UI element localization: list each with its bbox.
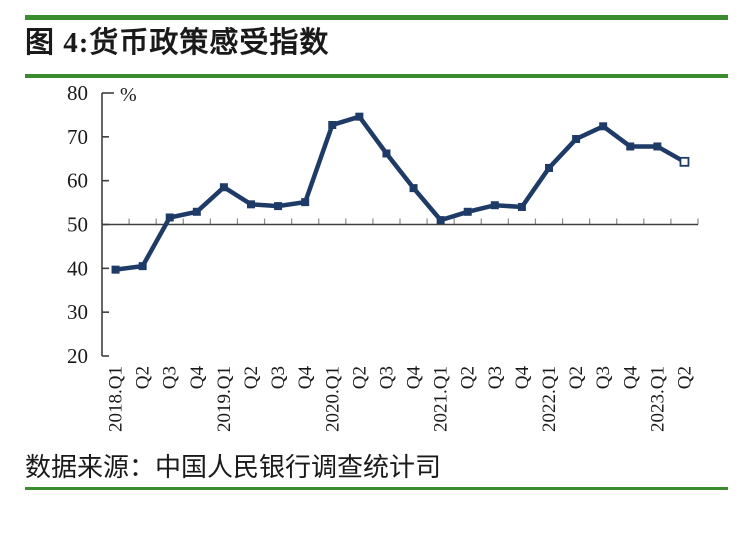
x-axis-label: Q2	[133, 366, 154, 389]
x-axis-label: 2022.Q1	[539, 366, 560, 432]
data-source-note: 数据来源：中国人民银行调查统计司	[25, 453, 442, 482]
data-point-marker	[111, 265, 120, 274]
data-point-marker	[436, 216, 445, 225]
x-axis-label: Q4	[620, 366, 641, 390]
data-point-marker	[463, 207, 472, 216]
data-point-marker	[192, 207, 201, 216]
x-axis-label: Q2	[241, 366, 262, 389]
title-divider	[25, 74, 728, 78]
x-axis-label: Q2	[566, 366, 587, 389]
x-axis-label: Q3	[485, 366, 506, 389]
y-axis-label: 30	[67, 300, 88, 324]
y-axis-label: 70	[67, 125, 88, 149]
y-axis-label: 40	[67, 256, 88, 280]
x-axis-label: Q2	[674, 366, 695, 389]
data-point-marker	[219, 183, 228, 192]
data-point-marker	[626, 142, 635, 151]
data-point-marker	[517, 202, 526, 211]
data-point-marker	[545, 163, 553, 172]
x-axis-label: 2020.Q1	[322, 366, 343, 432]
x-axis-label: Q2	[349, 366, 370, 389]
data-point-marker	[165, 213, 174, 222]
x-axis-label: Q3	[160, 366, 181, 389]
x-axis-label: 2019.Q1	[214, 366, 235, 432]
data-point-marker	[490, 201, 499, 210]
top-divider	[25, 15, 728, 20]
x-axis-label: Q3	[376, 366, 397, 389]
x-axis-label: Q4	[404, 366, 425, 390]
x-axis-label: Q3	[268, 366, 289, 389]
data-point-marker	[274, 202, 283, 211]
y-axis-label: 60	[67, 169, 88, 193]
series-line	[115, 114, 686, 272]
data-point-marker	[382, 149, 391, 158]
data-point-marker	[355, 112, 364, 121]
data-point-marker	[679, 156, 690, 167]
data-point-marker	[301, 198, 310, 207]
data-point-marker	[653, 142, 662, 151]
data-point-marker	[409, 184, 418, 193]
data-point-marker	[328, 120, 337, 129]
x-axis-label: Q4	[295, 366, 316, 390]
y-axis-label: 50	[67, 213, 88, 237]
figure-title: 图 4:货币政策感受指数	[25, 27, 330, 59]
data-point-marker	[138, 262, 147, 271]
x-axis-label: Q2	[458, 366, 479, 389]
x-axis-label: Q4	[187, 366, 208, 390]
y-axis-unit-label: %	[120, 84, 137, 106]
data-point-marker	[599, 122, 608, 131]
bottom-divider	[25, 487, 728, 490]
x-axis-label: 2018.Q1	[106, 366, 127, 432]
data-point-marker	[572, 135, 581, 144]
x-axis-label: 2021.Q1	[431, 366, 452, 432]
y-axis-label: 20	[67, 344, 88, 368]
data-point-marker	[247, 200, 255, 209]
x-axis-label: Q4	[512, 366, 533, 390]
x-axis-label: Q3	[593, 366, 614, 389]
y-axis-label: 80	[67, 81, 88, 105]
x-axis-label: 2023.Q1	[647, 366, 668, 432]
